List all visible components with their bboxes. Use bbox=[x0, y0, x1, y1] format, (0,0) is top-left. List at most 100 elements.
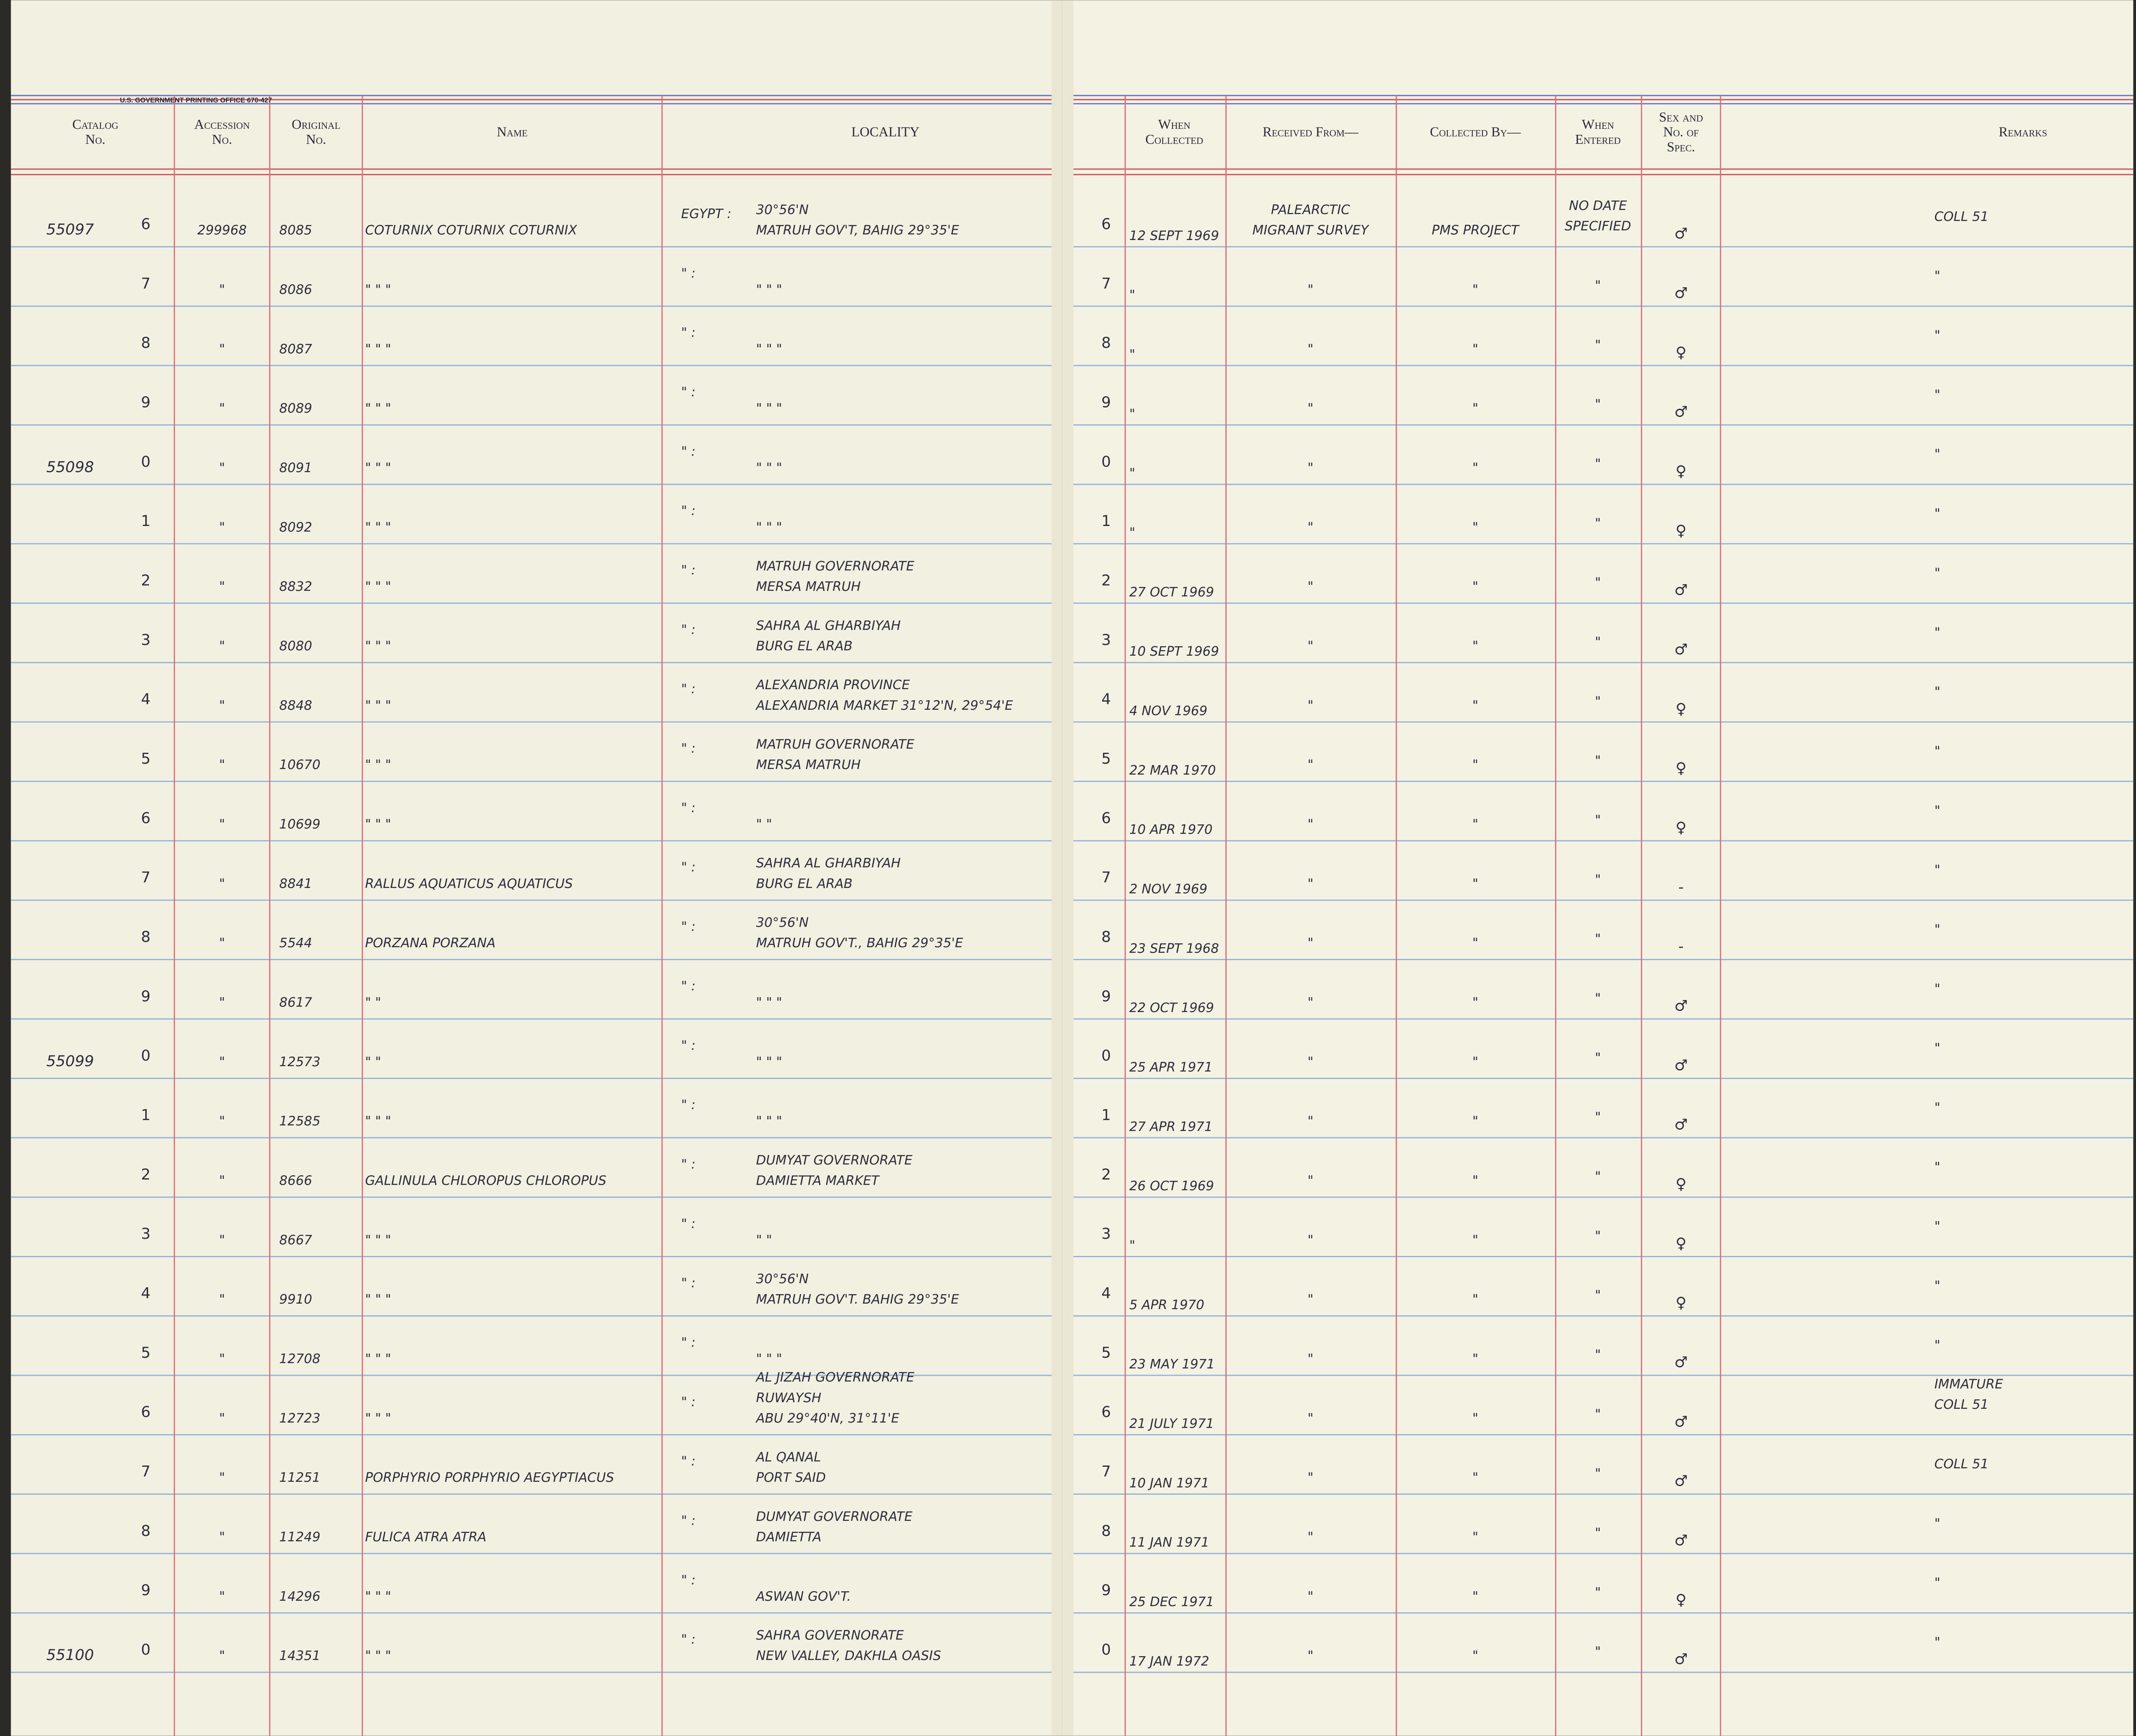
when-entered: " bbox=[1595, 278, 1601, 293]
country: " : bbox=[681, 504, 696, 519]
locality: ALEXANDRIA MARKET 31°12'N, 29°54'E bbox=[755, 698, 1013, 713]
when-entered: " bbox=[1595, 872, 1601, 887]
when-entered: " bbox=[1595, 575, 1601, 590]
accession-number: " bbox=[219, 460, 225, 475]
collected-by: " bbox=[1472, 1055, 1478, 1070]
original-number: 12585 bbox=[279, 1114, 320, 1129]
name: " " " bbox=[365, 1411, 391, 1426]
accession-number: " bbox=[219, 520, 225, 535]
catalog-digit: 8 bbox=[141, 334, 150, 352]
collected-by: " bbox=[1472, 342, 1478, 357]
collected-by: " bbox=[1472, 698, 1478, 713]
sex: ♂ bbox=[1674, 997, 1688, 1015]
when-collected: 4 NOV 1969 bbox=[1129, 704, 1207, 719]
sex: ♂ bbox=[1674, 641, 1688, 658]
sex: ♂ bbox=[1674, 582, 1688, 599]
catalog-digit: 8 bbox=[141, 1523, 150, 1540]
when-entered: " bbox=[1595, 754, 1601, 769]
locality: AL QANAL bbox=[755, 1450, 821, 1465]
sex: ♀ bbox=[1675, 1176, 1686, 1193]
name: " " " bbox=[365, 1114, 391, 1129]
catalog-digit-right: 1 bbox=[1101, 1107, 1111, 1124]
when-entered: " bbox=[1595, 1585, 1601, 1600]
name: " " " bbox=[365, 282, 391, 297]
column-header: Catalog bbox=[72, 117, 118, 132]
catalog-digit: 2 bbox=[141, 1166, 150, 1183]
received-from: " bbox=[1307, 342, 1313, 357]
original-number: 8086 bbox=[279, 282, 312, 297]
catalog-digit-right: 9 bbox=[1101, 394, 1111, 411]
when-entered: " bbox=[1595, 397, 1601, 412]
catalog-digit: 4 bbox=[141, 691, 150, 708]
accession-number: " bbox=[219, 817, 225, 832]
original-number: 14351 bbox=[279, 1648, 320, 1663]
when-entered: " bbox=[1595, 1645, 1601, 1660]
received-from: " bbox=[1307, 460, 1313, 475]
catalog-digit-right: 5 bbox=[1101, 750, 1111, 767]
column-header: Original bbox=[292, 117, 340, 132]
when-entered: " bbox=[1595, 516, 1601, 531]
locality: DUMYAT GOVERNORATE bbox=[756, 1509, 912, 1524]
original-number: 11249 bbox=[279, 1530, 320, 1545]
column-header: Collected By— bbox=[1430, 125, 1521, 140]
when-collected: 25 APR 1971 bbox=[1129, 1060, 1212, 1075]
catalog-digit-right: 8 bbox=[1101, 334, 1111, 352]
locality: MATRUH GOV'T. BAHIG 29°35'E bbox=[756, 1292, 959, 1307]
collected-by: PMS PROJECT bbox=[1432, 223, 1520, 238]
accession-number: " bbox=[219, 1174, 225, 1189]
catalog-number: 55099 bbox=[46, 1053, 94, 1070]
remarks: " bbox=[1934, 328, 1940, 343]
locality: ALEXANDRIA PROVINCE bbox=[755, 678, 910, 693]
received-from: " bbox=[1307, 1648, 1313, 1663]
when-collected: 10 SEPT 1969 bbox=[1129, 644, 1219, 659]
locality: MATRUH GOV'T, BAHIG 29°35'E bbox=[756, 223, 959, 238]
when-collected: 11 JAN 1971 bbox=[1129, 1535, 1209, 1550]
column-header: Entered bbox=[1575, 132, 1621, 147]
when-collected: 21 JULY 1971 bbox=[1129, 1417, 1214, 1432]
original-number: 8848 bbox=[279, 698, 312, 713]
remarks: " bbox=[1934, 269, 1940, 284]
catalog-digit: 0 bbox=[141, 1641, 150, 1658]
column-header: No. bbox=[306, 132, 326, 147]
remarks: " bbox=[1934, 1100, 1940, 1115]
accession-number: 299968 bbox=[197, 223, 247, 238]
locality: MATRUH GOVERNORATE bbox=[756, 559, 915, 574]
original-number: 8841 bbox=[279, 876, 312, 891]
remarks: " bbox=[1934, 565, 1940, 581]
remarks: " bbox=[1934, 1041, 1940, 1056]
name: " " " bbox=[365, 342, 391, 357]
when-collected: " bbox=[1129, 466, 1135, 481]
locality: SAHRA AL GHARBIYAH bbox=[756, 856, 901, 871]
original-number: 8087 bbox=[279, 342, 312, 357]
when-entered: " bbox=[1595, 1288, 1601, 1303]
collected-by: " bbox=[1472, 1352, 1478, 1367]
when-collected: 22 OCT 1969 bbox=[1129, 1000, 1214, 1015]
column-header: No. bbox=[85, 132, 106, 147]
sex: ♂ bbox=[1674, 404, 1688, 421]
when-collected: 2 NOV 1969 bbox=[1129, 882, 1207, 897]
when-entered: " bbox=[1595, 932, 1601, 947]
country: " : bbox=[681, 860, 696, 875]
when-entered: " bbox=[1595, 1466, 1601, 1481]
when-entered: NO DATE bbox=[1569, 198, 1627, 213]
accession-number: " bbox=[219, 995, 225, 1010]
collected-by: " bbox=[1472, 1233, 1478, 1248]
when-entered: " bbox=[1595, 1169, 1601, 1184]
country: " : bbox=[681, 1276, 696, 1291]
catalog-digit-right: 2 bbox=[1101, 1166, 1111, 1183]
catalog-number: 55097 bbox=[46, 221, 94, 238]
sex: ♂ bbox=[1674, 285, 1688, 302]
collected-by: " bbox=[1472, 1530, 1478, 1545]
catalog-digit-right: 0 bbox=[1101, 1641, 1111, 1658]
when-entered: " bbox=[1595, 337, 1601, 353]
name: " " " bbox=[365, 1648, 391, 1663]
name: " " " bbox=[365, 1233, 391, 1248]
remarks: " bbox=[1934, 387, 1940, 402]
sex: ♂ bbox=[1674, 1116, 1688, 1134]
original-number: 8617 bbox=[279, 995, 312, 1010]
collected-by: " bbox=[1472, 638, 1478, 654]
accession-number: " bbox=[219, 936, 225, 951]
country: " : bbox=[681, 563, 696, 578]
accession-number: " bbox=[219, 1530, 225, 1545]
name: " " " bbox=[365, 520, 391, 535]
